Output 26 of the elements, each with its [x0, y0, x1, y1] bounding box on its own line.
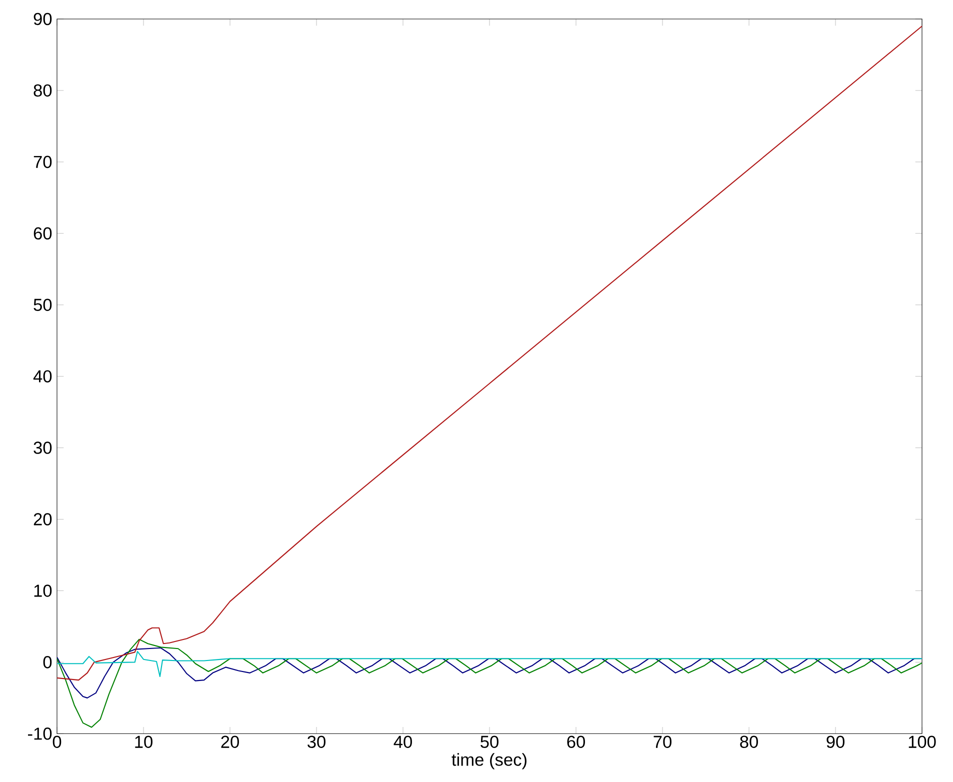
y-tick-label: 80 [34, 84, 52, 97]
y-tick-label: 50 [34, 298, 52, 311]
x-tick-label: 60 [567, 736, 585, 748]
y-tick-label: 90 [34, 12, 52, 26]
line-series [57, 26, 922, 681]
y-tick-label: 70 [34, 156, 52, 168]
x-tick-label: 0 [52, 736, 62, 748]
line-series [57, 638, 922, 728]
x-tick-label: 30 [308, 736, 326, 748]
line-series [57, 650, 922, 678]
y-tick-label: 20 [34, 513, 52, 526]
x-tick-label: 50 [480, 736, 498, 748]
x-tick-label: 70 [654, 736, 672, 748]
y-tick-label: 60 [34, 227, 52, 240]
y-tick-label: 40 [33, 370, 52, 382]
x-tick-label: 20 [221, 736, 239, 748]
x-axis-title: time (sec) [452, 753, 526, 770]
y-tick-label: 30 [34, 442, 52, 454]
x-tick-label: 10 [135, 736, 152, 748]
y-tick-label: 10 [34, 584, 52, 597]
x-tick-label: 90 [826, 736, 844, 748]
y-tick-label: -10 [28, 728, 52, 740]
y-tick-label: 0 [43, 656, 52, 668]
x-tick-label: 80 [740, 736, 758, 748]
x-tick-label: 100 [908, 736, 936, 748]
x-tick-label: 40 [394, 736, 412, 748]
